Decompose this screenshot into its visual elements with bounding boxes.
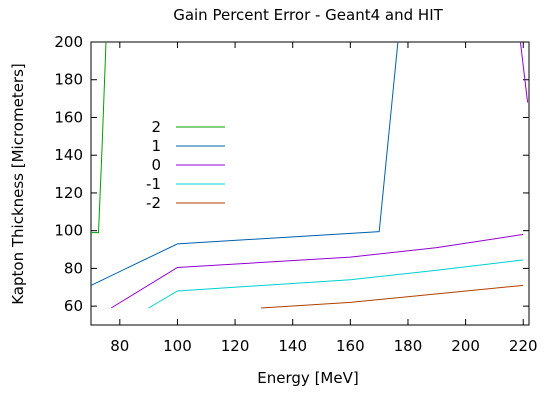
- y-tick-label: 80: [64, 259, 83, 277]
- x-tick-label: 120: [221, 337, 250, 355]
- chart-title: Gain Percent Error - Geant4 and HIT: [173, 6, 443, 24]
- series-layer: [91, 42, 529, 309]
- legend-label: -2: [146, 194, 161, 212]
- y-tick-label: 200: [54, 33, 83, 51]
- y-tick-label: 180: [54, 71, 83, 89]
- series-line-2: [91, 42, 107, 234]
- x-tick-label: 220: [509, 337, 538, 355]
- plot-frame: [90, 41, 530, 326]
- x-axis-label: Energy [MeV]: [257, 369, 358, 387]
- y-tick-label: 140: [54, 146, 83, 164]
- x-axis: 80 100 120 140 160 180 200 220: [110, 42, 538, 355]
- x-tick-label: 80: [110, 337, 129, 355]
- legend-label: 2: [151, 118, 161, 136]
- legend-label: -1: [146, 175, 161, 193]
- legend-label: 0: [151, 156, 161, 174]
- x-tick-label: 180: [394, 337, 423, 355]
- y-tick-label: 100: [54, 222, 83, 240]
- series-line-0: [110, 233, 524, 309]
- series-line--1: [148, 259, 524, 309]
- y-tick-label: 160: [54, 108, 83, 126]
- legend-label: 1: [151, 137, 161, 155]
- x-tick-label: 100: [163, 337, 192, 355]
- series-line--2: [260, 284, 524, 309]
- series-line-1: [91, 42, 399, 286]
- y-axis-label: Kapton Thickness [Micrometers]: [9, 63, 27, 305]
- x-tick-label: 140: [278, 337, 307, 355]
- x-tick-label: 160: [336, 337, 365, 355]
- legend: 210-1-2: [146, 118, 225, 212]
- y-tick-label: 120: [54, 184, 83, 202]
- x-tick-label: 200: [451, 337, 480, 355]
- series-line-extra-5: [519, 42, 529, 103]
- y-tick-label: 60: [64, 297, 83, 315]
